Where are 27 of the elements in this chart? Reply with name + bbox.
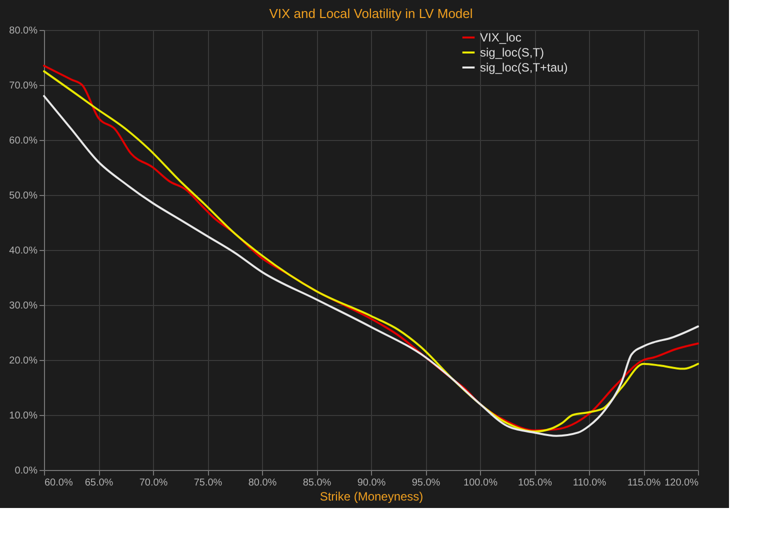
x-tick-label: 120.0% <box>664 478 699 488</box>
x-tick-label: 75.0% <box>194 478 222 488</box>
x-tick-label: 85.0% <box>302 478 332 488</box>
legend-label: sig_loc(S,T+tau) <box>480 60 568 74</box>
y-tick-label: 50.0% <box>9 190 38 202</box>
legend-label: VIX_loc <box>480 30 522 44</box>
x-tick-label: 90.0% <box>357 478 386 488</box>
x-tick-label: 70.0% <box>139 478 168 488</box>
y-tick-label: 10.0% <box>9 410 38 422</box>
x-tick-label: 100.0% <box>464 478 498 488</box>
x-tick-label: 115.0% <box>627 478 661 488</box>
x-axis-title: Strike (Moneyness) <box>320 490 424 504</box>
x-tick-label: 65.0% <box>84 478 114 488</box>
x-tick-label: 80.0% <box>248 478 277 488</box>
legend-label: sig_loc(S,T) <box>480 46 544 60</box>
x-tick-label: 60.0% <box>44 478 73 488</box>
y-tick-label: 30.0% <box>9 300 38 312</box>
y-tick-label: 60.0% <box>9 136 38 146</box>
y-tick-label: 70.0% <box>9 80 38 92</box>
chart-title: VIX and Local Volatility in LV Model <box>269 6 473 21</box>
y-tick-label: 80.0% <box>9 26 38 36</box>
y-tick-label: 20.0% <box>9 356 38 366</box>
x-tick-label: 95.0% <box>412 478 440 488</box>
x-tick-label: 105.0% <box>518 478 552 488</box>
y-tick-label: 40.0% <box>9 246 38 256</box>
y-tick-label: 0.0% <box>14 466 38 476</box>
x-tick-label: 110.0% <box>572 478 606 488</box>
